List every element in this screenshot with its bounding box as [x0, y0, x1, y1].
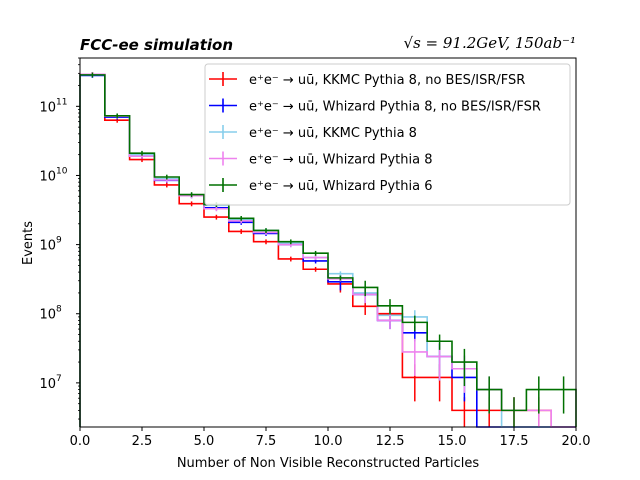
x-tick-label: 7.5 [256, 434, 277, 449]
plot-area [79, 57, 577, 428]
series-4 [79, 72, 577, 427]
x-tick-label: 15.0 [438, 434, 467, 449]
y-tick-label: 10 [39, 308, 56, 323]
legend-label: e⁺e⁻ → uū, Whizard Pythia 8 [249, 153, 432, 168]
x-tick-label: 10.0 [314, 434, 343, 449]
x-axis-label: Number of Non Visible Reconstructed Part… [177, 456, 480, 471]
legend-label: e⁺e⁻ → uū, Whizard Pythia 8, no BES/ISR/… [249, 100, 541, 115]
legend-entry: e⁺e⁻ → uū, Whizard Pythia 8, no BES/ISR/… [209, 98, 541, 115]
y-tick-exponent: 9 [56, 236, 62, 246]
y-tick-label: 10 [39, 169, 56, 184]
legend-label: e⁺e⁻ → uū, KKMC Pythia 8 [249, 126, 417, 141]
y-axis-label: Events [21, 221, 36, 265]
legend-entry: e⁺e⁻ → uū, KKMC Pythia 8, no BES/ISR/FSR [209, 72, 525, 88]
legend-box [204, 63, 571, 206]
series-layer [79, 72, 577, 428]
legend: e⁺e⁻ → uū, KKMC Pythia 8, no BES/ISR/FSR… [204, 63, 571, 206]
chart-title-left: FCC-ee simulation [80, 36, 233, 54]
x-tick-label: 5.0 [194, 434, 215, 449]
y-tick-label: 10 [39, 239, 56, 254]
legend-label: e⁺e⁻ → uū, Whizard Pythia 6 [249, 179, 432, 194]
chart-title-right: √s = 91.2GeV, 150ab⁻¹ [404, 34, 576, 52]
y-tick-label: 10 [39, 100, 56, 115]
y-tick-exponent: 10 [56, 166, 68, 176]
y-tick-label: 10 [39, 377, 56, 392]
legend-entry: e⁺e⁻ → uū, Whizard Pythia 6 [209, 178, 432, 194]
series-step-line [79, 74, 577, 427]
x-tick-label: 2.5 [132, 434, 153, 449]
legend-label: e⁺e⁻ → uū, KKMC Pythia 8, no BES/ISR/FSR [249, 73, 525, 88]
y-tick-exponent: 8 [56, 305, 62, 315]
legend-entry: e⁺e⁻ → uū, KKMC Pythia 8 [209, 125, 417, 141]
y-tick-exponent: 11 [56, 97, 67, 107]
x-tick-label: 17.5 [500, 434, 529, 449]
x-tick-label: 12.5 [376, 434, 405, 449]
x-axis: 0.0 2.5 5.0 7.5 10.0 12.5 15.0 17.5 20.0 [70, 427, 591, 449]
legend-entry: e⁺e⁻ → uū, Whizard Pythia 8 [209, 151, 432, 168]
x-tick-label: 0.0 [70, 434, 91, 449]
x-tick-label: 20.0 [562, 434, 591, 449]
legend-entries: e⁺e⁻ → uū, KKMC Pythia 8, no BES/ISR/FSR… [209, 72, 541, 194]
y-tick-exponent: 7 [56, 374, 62, 384]
